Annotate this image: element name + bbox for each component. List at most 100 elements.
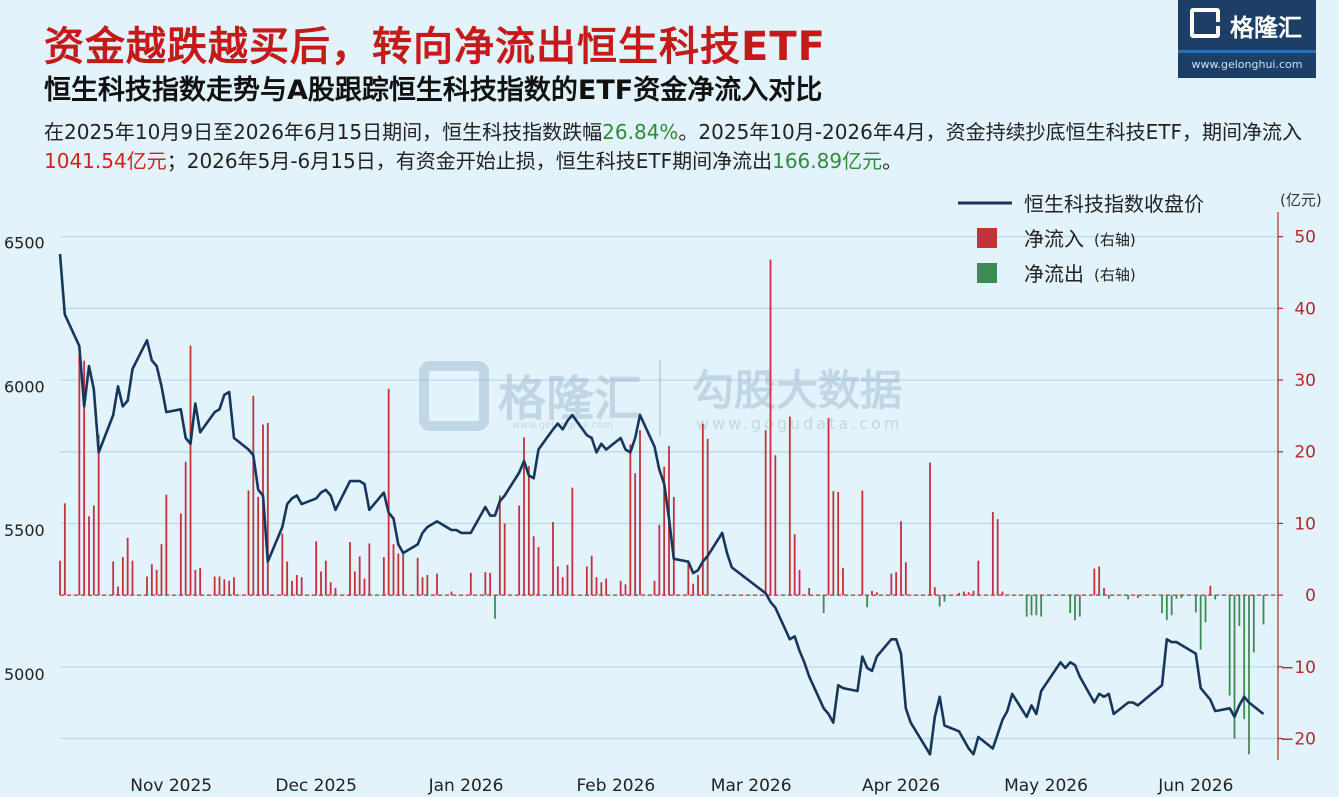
flow-bar <box>233 577 235 596</box>
flow-bar <box>1078 595 1081 617</box>
flow-bar <box>1262 595 1265 625</box>
right-tick-label: 30 <box>1294 371 1316 391</box>
flow-bar <box>484 572 487 596</box>
flow-bar <box>595 577 598 596</box>
flow-bar <box>532 536 535 596</box>
flow-bar <box>324 560 327 596</box>
left-tick-label: 6000 <box>4 377 45 396</box>
flow-bar <box>991 511 994 596</box>
flow-bar <box>658 524 661 596</box>
flow-bar <box>798 570 801 596</box>
flow-bar <box>566 565 569 596</box>
flow-bar <box>329 582 332 596</box>
flow-bar <box>967 592 970 596</box>
chart-title: 资金越跌越买后，转向净流出恒生科技ETF <box>44 24 826 70</box>
flow-bar <box>334 587 337 596</box>
flow-bar <box>286 561 289 596</box>
flow-bar <box>1238 595 1241 626</box>
flow-bar <box>257 496 260 596</box>
desc-text-4: 。 <box>882 149 903 173</box>
flow-bar <box>639 430 641 596</box>
flow-bar <box>561 577 564 596</box>
flow-bar <box>489 572 492 596</box>
flow-bar <box>199 567 202 596</box>
flow-bar <box>218 576 221 596</box>
legend-inflow-note: (右轴) <box>1094 231 1136 249</box>
flow-bar <box>266 423 269 596</box>
flow-bar <box>1035 595 1038 616</box>
x-tick-label: Nov 2025 <box>130 776 212 796</box>
flow-bar <box>1199 595 1202 650</box>
flow-bar <box>624 584 627 596</box>
flow-bar <box>1103 587 1105 596</box>
flow-bar <box>503 523 506 596</box>
flow-bar <box>1127 595 1130 600</box>
flow-bar <box>788 416 791 596</box>
flow-bar <box>1107 595 1110 599</box>
flow-bar <box>571 487 574 596</box>
desc-text-3: ；2026年5月-6月15日，有资金开始止损，恒生科技ETF期间净流出 <box>166 149 773 173</box>
flow-bar <box>808 587 811 596</box>
flow-bar <box>1204 595 1207 623</box>
flow-bar <box>117 586 119 596</box>
flow-bar <box>1214 595 1217 600</box>
legend-outflow-swatch <box>977 263 997 283</box>
flow-bar <box>827 418 830 596</box>
right-tick-label: 20 <box>1294 443 1316 463</box>
flow-bar <box>126 537 129 596</box>
flow-bar <box>300 577 303 596</box>
flow-bar <box>1165 595 1168 621</box>
flow-bar <box>764 430 767 596</box>
desc-drop-value: 26.84% <box>602 120 679 144</box>
flow-bar <box>653 580 656 596</box>
flow-bar <box>556 566 559 596</box>
x-tick-label: Feb 2026 <box>576 776 655 796</box>
flow-bar <box>387 388 390 596</box>
flow-bar <box>619 580 622 596</box>
flow-bar <box>996 519 999 596</box>
left-tick-label: 6500 <box>4 234 45 253</box>
flow-bar <box>353 571 356 596</box>
x-axis-ticks: Nov 2025 Dec 2025 Jan 2026 Feb 2026 Mar 2026… <box>130 776 1233 796</box>
flow-bar <box>900 521 902 596</box>
flow-bar <box>933 587 936 596</box>
flow-bar <box>228 580 231 596</box>
flow-bar <box>121 557 124 596</box>
x-tick-label: Jan 2026 <box>428 776 504 796</box>
flow-bar <box>929 462 931 596</box>
flow-bar <box>793 534 796 596</box>
flow-bar <box>223 579 226 596</box>
watermark-right-url: www.gogudata.com <box>696 414 902 433</box>
flow-bar <box>769 259 772 596</box>
x-tick-label: May 2026 <box>1004 776 1088 796</box>
flow-bar <box>397 553 400 596</box>
legend-inflow-swatch <box>977 228 997 248</box>
logo-url: www.gelonghui.com <box>1191 58 1303 71</box>
flow-bar <box>1233 595 1236 739</box>
flow-bar <box>842 567 844 596</box>
flow-bar <box>774 455 777 596</box>
flow-bar <box>672 496 675 596</box>
x-tick-label: Dec 2025 <box>275 776 357 796</box>
flow-bar <box>368 543 371 596</box>
x-tick-label: Mar 2026 <box>711 776 792 796</box>
watermark-left-url: www.gelonghui.com <box>512 420 613 431</box>
flow-bar <box>1180 595 1183 598</box>
chart-subtitle: 恒生科技指数走势与A股跟踪恒生科技指数的ETF资金净流入对比 <box>44 75 823 106</box>
brand-logo[interactable]: 格隆汇 www.gelonghui.com <box>1178 0 1316 78</box>
flow-bar <box>189 345 192 596</box>
flow-bar <box>1175 595 1178 599</box>
right-tick-label: −10 <box>1280 658 1316 678</box>
flow-bar <box>150 564 153 596</box>
x-tick-label: Jun 2026 <box>1157 776 1233 796</box>
flow-bar <box>871 590 873 596</box>
flow-bar <box>160 544 163 596</box>
flow-bar <box>1136 595 1139 598</box>
flow-bar <box>252 395 255 596</box>
flow-bar <box>943 595 946 602</box>
flow-bar <box>977 560 980 596</box>
flow-bar <box>1228 595 1231 696</box>
flow-bar <box>78 355 81 596</box>
flow-bar <box>1161 595 1163 614</box>
flow-bar <box>436 573 438 596</box>
